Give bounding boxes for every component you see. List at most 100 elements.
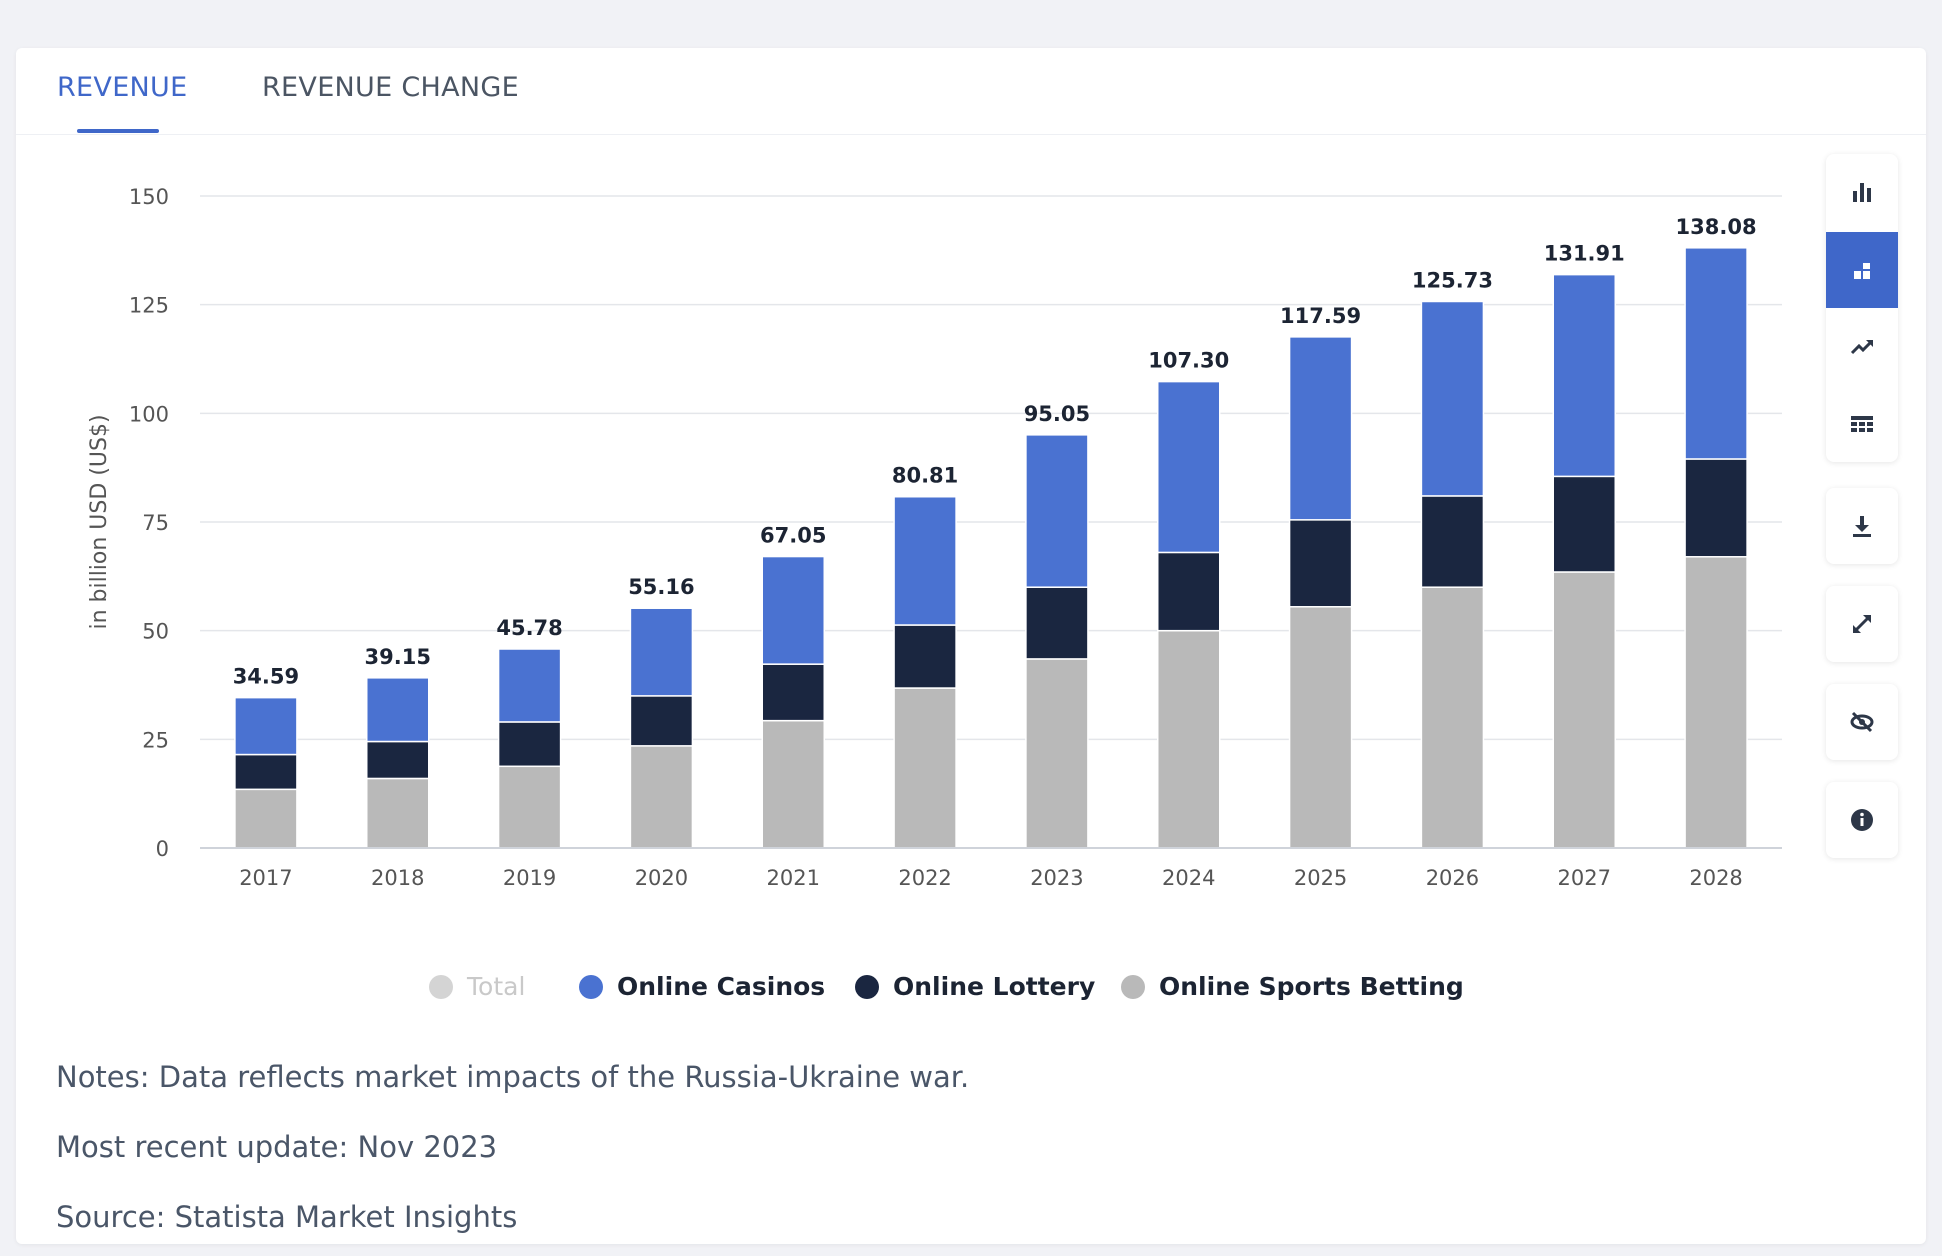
bar-online-lottery (629, 695, 694, 747)
bar-online-casinos (629, 607, 694, 697)
bar-online-casinos (1288, 336, 1353, 521)
x-tick-label: 2027 (1558, 866, 1611, 890)
bar-online-sports-betting (366, 777, 430, 849)
download-icon (1853, 516, 1871, 537)
last-update: Most recent update: Nov 2023 (56, 1130, 498, 1164)
chart-type-group (1826, 154, 1898, 462)
bar-online-casinos (893, 495, 957, 626)
bar-online-casinos (366, 677, 430, 743)
stacked-bar-button[interactable] (1826, 232, 1898, 308)
fullscreen-group (1826, 586, 1898, 662)
y-tick-label: 75 (142, 511, 169, 535)
hide-group (1826, 684, 1898, 760)
line-chart-icon (1850, 340, 1873, 355)
tab-revenue-change[interactable]: REVENUE CHANGE (262, 72, 519, 103)
tab-revenue[interactable]: REVENUE (57, 72, 188, 103)
x-tick-label: 2023 (1030, 866, 1083, 890)
legend-dot-online-sports-betting (1121, 974, 1145, 999)
x-tick-label: 2020 (635, 866, 688, 890)
hide-button[interactable] (1826, 684, 1898, 760)
legend-item-online-lottery[interactable]: Online Lottery (855, 972, 1095, 1001)
legend-item-online-sports-betting[interactable]: Online Sports Betting (1121, 972, 1464, 1001)
bar-online-lottery (761, 663, 825, 722)
bar-online-casinos (1552, 273, 1616, 478)
legend-dot-online-lottery (855, 974, 879, 999)
table-icon (1851, 416, 1873, 432)
tab-bar: REVENUE REVENUE CHANGE (16, 48, 1926, 135)
total-data-label: 34.59 (233, 665, 299, 689)
bar-online-sports-betting (1552, 571, 1616, 849)
bar-online-lottery (1025, 586, 1089, 660)
legend-item-total[interactable]: Total (429, 972, 525, 1001)
total-data-label: 138.08 (1676, 215, 1757, 239)
info-button[interactable] (1826, 782, 1898, 858)
bar-online-sports-betting (1157, 629, 1221, 849)
legend-item-online-casinos[interactable]: Online Casinos (579, 972, 825, 1001)
total-data-label: 67.05 (760, 524, 826, 548)
bar-online-sports-betting (893, 687, 957, 849)
legend: Total Online Casinos Online Lottery Onli… (16, 972, 1926, 1012)
total-data-label: 107.30 (1148, 349, 1229, 373)
bar-online-lottery (497, 721, 562, 768)
active-tab-indicator (77, 129, 159, 133)
y-tick-label: 100 (129, 402, 169, 426)
bar-online-casinos (497, 648, 562, 723)
bar-online-lottery (1157, 551, 1221, 632)
legend-label-online-casinos: Online Casinos (617, 972, 826, 1001)
bar-online-lottery (1552, 475, 1616, 573)
bar-online-sports-betting (629, 745, 694, 849)
x-tick-label: 2022 (898, 866, 951, 890)
fullscreen-icon (1853, 615, 1871, 633)
total-data-label: 55.16 (628, 575, 694, 599)
source-text: Source: Statista Market Insights (56, 1200, 518, 1234)
x-tick-label: 2021 (767, 866, 820, 890)
chart-notes: Notes: Data reflects market impacts of t… (56, 1060, 970, 1094)
bar-online-lottery (1420, 495, 1485, 588)
bar-online-sports-betting (234, 788, 298, 849)
bar-online-lottery (234, 753, 298, 791)
bar-online-casinos (1025, 434, 1089, 588)
legend-label-online-sports-betting: Online Sports Betting (1159, 972, 1464, 1001)
y-tick-label: 50 (142, 620, 169, 644)
bar-online-casinos (1420, 300, 1485, 497)
table-button[interactable] (1826, 386, 1898, 462)
legend-label-total: Total (467, 972, 526, 1001)
total-data-label: 131.91 (1544, 242, 1625, 266)
bar-online-casinos (1684, 247, 1748, 460)
bar-online-casinos (761, 555, 825, 665)
info-icon (1851, 809, 1873, 831)
total-data-label: 125.73 (1412, 268, 1493, 292)
bar-chart-button[interactable] (1826, 154, 1898, 230)
legend-label-online-lottery: Online Lottery (893, 972, 1096, 1001)
hide-icon (1850, 711, 1874, 733)
bar-online-sports-betting (497, 765, 562, 849)
total-data-label: 117.59 (1280, 304, 1361, 328)
legend-dot-total (429, 974, 453, 999)
x-tick-label: 2019 (503, 866, 556, 890)
bar-online-casinos (234, 696, 298, 756)
x-tick-label: 2024 (1162, 866, 1215, 890)
bar-online-lottery (893, 624, 957, 689)
stacked-bar-icon (1854, 263, 1870, 279)
bar-online-sports-betting (1684, 556, 1748, 849)
bar-online-sports-betting (1420, 586, 1485, 849)
y-tick-label: 125 (129, 294, 169, 318)
stacked-bar-chart: 0 25 50 75 100 125 150 in billion USD (US$) 34.5… (87, 185, 1782, 890)
bar-online-casinos (1157, 380, 1221, 554)
legend-dot-online-casinos (579, 974, 603, 999)
y-axis-label: in billion USD (US$) (87, 414, 112, 629)
total-data-label: 45.78 (496, 616, 562, 640)
x-tick-label: 2028 (1689, 866, 1742, 890)
bar-online-lottery (1288, 519, 1353, 608)
download-group (1826, 488, 1898, 564)
chart-card: REVENUE REVENUE CHANGE 0 25 50 75 100 125 150 i… (16, 48, 1926, 1244)
bar-online-sports-betting (761, 719, 825, 849)
bar-online-lottery (366, 740, 430, 780)
line-chart-button[interactable] (1826, 309, 1898, 385)
download-button[interactable] (1826, 488, 1898, 564)
bar-online-lottery (1684, 458, 1748, 558)
y-tick-label: 150 (129, 185, 169, 209)
bar-chart-icon (1853, 183, 1871, 202)
fullscreen-button[interactable] (1826, 586, 1898, 662)
x-tick-label: 2017 (239, 866, 292, 890)
